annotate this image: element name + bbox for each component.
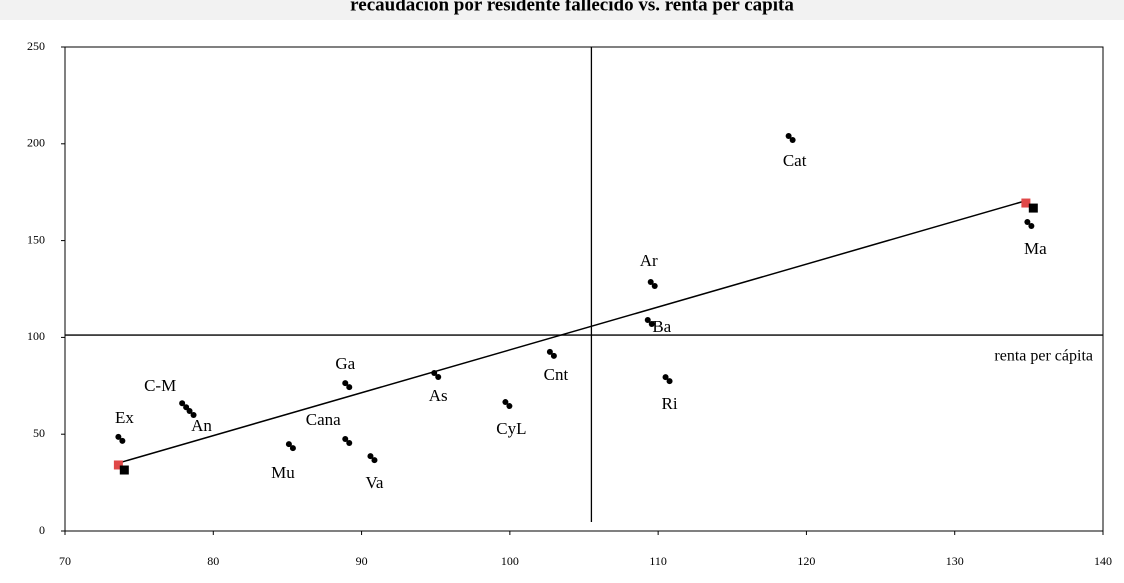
point-label: Cnt [544, 365, 569, 384]
point-label: Ex [115, 408, 134, 427]
point [546, 348, 557, 359]
dot [342, 380, 349, 387]
dot [186, 407, 193, 414]
dot [367, 453, 374, 460]
point-label: CyL [496, 419, 526, 438]
dot [662, 374, 669, 381]
dot [502, 399, 509, 406]
point [662, 374, 673, 385]
x-tick-label: 90 [356, 554, 368, 568]
x-tick-label: 100 [501, 554, 519, 568]
x-tick-label: 70 [59, 554, 71, 568]
dot [546, 348, 553, 355]
point-label: Va [365, 473, 383, 492]
x-tick-label: 140 [1094, 554, 1112, 568]
point-label: Mu [271, 463, 295, 482]
title-bar [0, 0, 1124, 20]
y-tick-label: 250 [27, 39, 45, 53]
point-label: As [429, 386, 448, 405]
point [285, 441, 296, 452]
dot [785, 133, 792, 140]
point [186, 407, 197, 418]
point [342, 436, 353, 447]
dot [342, 436, 349, 443]
dot [550, 352, 557, 359]
dot [190, 411, 197, 418]
trend-line [118, 200, 1025, 464]
dot [285, 441, 292, 448]
square-point [1021, 198, 1031, 208]
y-tick-label: 0 [39, 523, 45, 537]
dot [666, 378, 673, 385]
dot [435, 374, 442, 381]
point [431, 370, 442, 381]
dot [179, 400, 186, 407]
point-label: Ba [652, 317, 671, 336]
x-tick-label: 110 [649, 554, 667, 568]
point-label: Cat [783, 151, 807, 170]
dot [289, 445, 296, 452]
point [367, 453, 378, 464]
point-label: Ma [1024, 239, 1047, 258]
dot [1024, 219, 1031, 226]
square-point [113, 460, 123, 470]
y-tick-label: 100 [27, 329, 45, 343]
dot [346, 440, 353, 447]
dot [647, 279, 654, 286]
dot [506, 403, 513, 410]
square-point [119, 465, 129, 475]
point-label: Cana [306, 410, 341, 429]
point [644, 316, 655, 327]
square-point [1028, 203, 1038, 213]
dot [346, 384, 353, 391]
point [115, 433, 126, 444]
x-tick-label: 80 [207, 554, 219, 568]
point-label: C-M [144, 376, 176, 395]
point-label: Ga [335, 354, 355, 373]
point [647, 279, 658, 290]
dot [119, 437, 126, 444]
x-tick-label: 120 [797, 554, 815, 568]
dot [651, 283, 658, 290]
point [342, 380, 353, 391]
dot [644, 316, 651, 323]
point-label: An [191, 416, 212, 435]
dot [371, 457, 378, 464]
x-tick-label: 130 [946, 554, 964, 568]
point-label: Ri [662, 394, 678, 413]
point [1024, 219, 1035, 230]
reference-line-label: renta per cápita [994, 348, 1093, 365]
dot [648, 320, 655, 327]
plot-frame [64, 46, 1104, 532]
chart-title: recaudación por residente fallecido vs. … [350, 0, 794, 15]
point-label: Ar [640, 251, 658, 270]
dot [1028, 223, 1035, 230]
dot [115, 433, 122, 440]
y-tick-label: 150 [27, 232, 45, 246]
point [502, 399, 513, 410]
y-tick-label: 50 [33, 426, 45, 440]
point [785, 133, 796, 144]
y-tick-label: 200 [27, 136, 45, 150]
dot [789, 137, 796, 144]
dot [431, 370, 438, 377]
